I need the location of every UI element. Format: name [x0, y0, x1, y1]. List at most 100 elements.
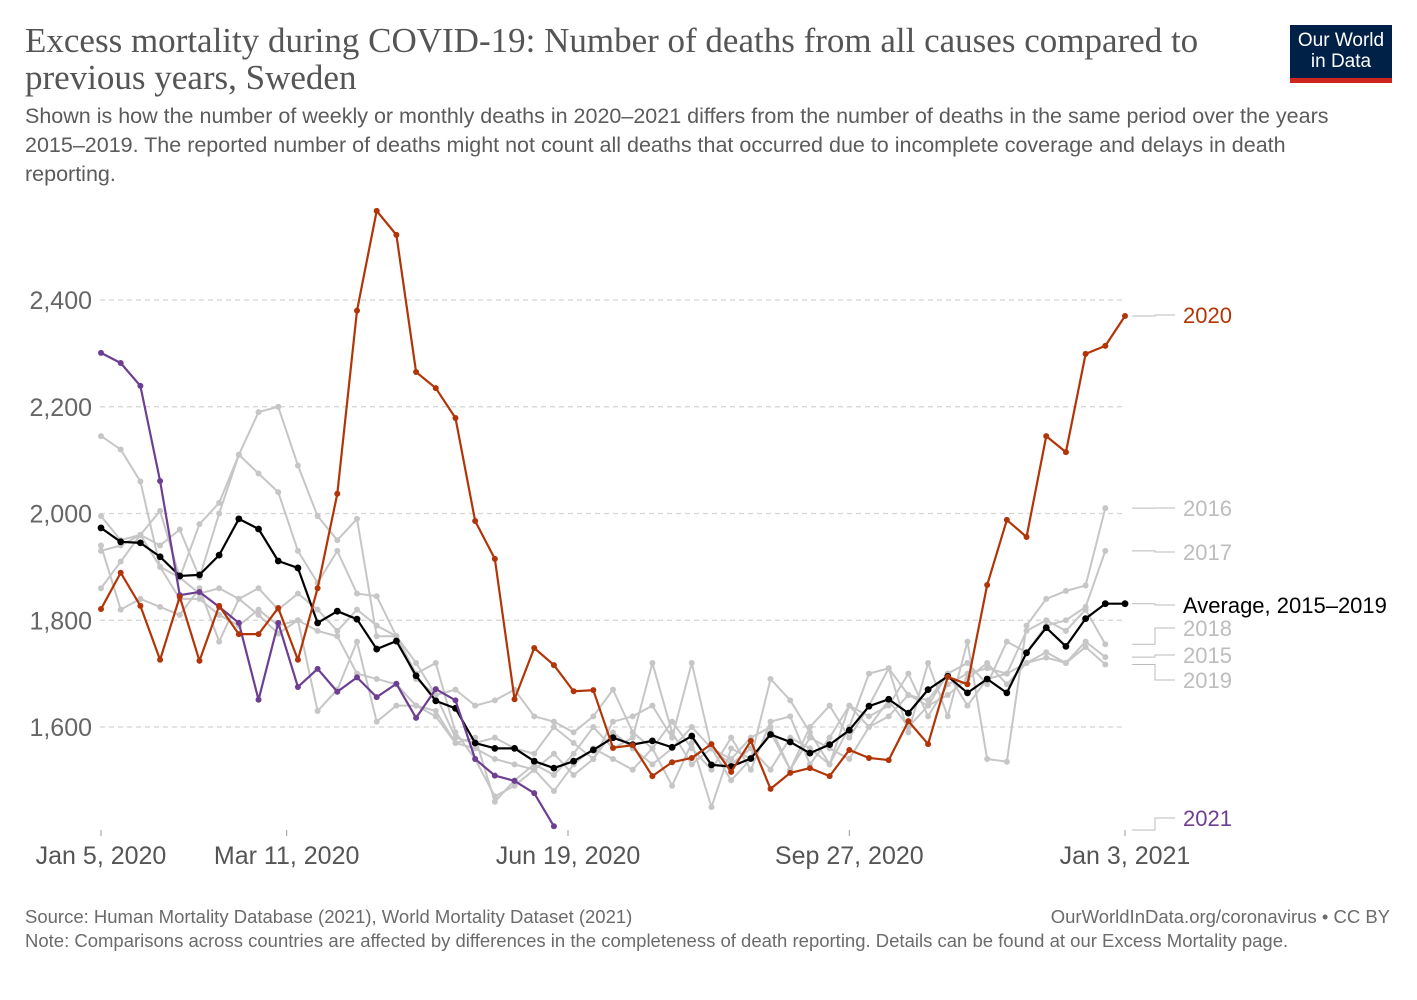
y-tick-label: 1,600	[29, 714, 92, 742]
data-point-2016	[984, 756, 991, 763]
data-point-average-2015-2019	[314, 619, 322, 627]
data-point-2018	[728, 734, 735, 741]
data-point-2019	[491, 734, 498, 741]
data-point-2015	[1102, 654, 1109, 661]
data-point-average-2015-2019	[767, 731, 774, 738]
data-point-2021	[98, 349, 104, 356]
data-point-2020	[905, 718, 912, 725]
series-line-2015	[100, 453, 1106, 809]
data-point-2015	[157, 542, 164, 549]
data-point-2016	[216, 638, 223, 645]
data-point-2018	[354, 515, 360, 522]
data-point-2019	[117, 558, 124, 565]
data-point-2021	[294, 683, 301, 690]
data-point-average-2015-2019	[570, 757, 578, 765]
data-point-2016	[117, 606, 124, 613]
data-point-average-2015-2019	[136, 539, 144, 547]
x-tick-label: Jan 3, 2021	[1060, 842, 1191, 870]
logo-line-1: Our World	[1297, 30, 1385, 51]
data-point-2019	[1023, 659, 1030, 666]
data-point-2018	[984, 665, 991, 672]
data-point-2016	[629, 734, 636, 741]
data-point-2019	[590, 756, 597, 763]
data-point-2021	[491, 772, 498, 779]
y-tick-label: 2,400	[29, 287, 92, 315]
data-point-2020	[334, 490, 341, 497]
data-point-2020	[747, 737, 754, 744]
data-point-2018	[905, 670, 912, 677]
data-point-2020	[806, 765, 813, 772]
data-point-2018	[531, 713, 538, 720]
data-point-2019	[531, 750, 538, 757]
data-point-2019	[255, 585, 262, 592]
data-point-2015	[275, 489, 282, 496]
y-tick-label: 2,200	[29, 394, 92, 422]
data-point-2015	[1082, 638, 1089, 645]
data-point-2015	[373, 593, 380, 600]
data-point-2018	[767, 718, 774, 725]
series-label: 2017	[1183, 540, 1232, 565]
data-point-2020	[964, 681, 971, 688]
data-point-average-2015-2019	[865, 702, 873, 710]
data-point-2019	[413, 659, 420, 666]
data-point-average-2015-2019	[668, 743, 676, 751]
data-point-2015	[629, 766, 636, 773]
data-point-average-2015-2019	[983, 675, 991, 683]
owid-logo[interactable]: Our World in Data	[1290, 25, 1392, 83]
data-point-average-2015-2019	[530, 757, 538, 765]
data-point-2017	[964, 659, 971, 666]
data-point-2017	[688, 659, 695, 666]
data-point-2017	[984, 681, 991, 688]
data-point-2019	[826, 761, 833, 768]
data-point-2017	[373, 675, 380, 682]
data-point-average-2015-2019	[1121, 600, 1129, 608]
data-point-average-2015-2019	[1003, 689, 1011, 697]
series-line-2019	[100, 509, 1106, 771]
data-point-2017	[491, 756, 498, 763]
data-point-2019	[393, 633, 400, 640]
data-point-2020	[531, 645, 538, 652]
data-point-2020	[629, 742, 636, 749]
data-point-2020	[826, 773, 833, 780]
data-point-2020	[235, 631, 242, 638]
credit-link[interactable]: OurWorldInData.org/coronavirus • CC BY	[1050, 906, 1390, 927]
data-point-2020	[610, 744, 616, 751]
data-point-2016	[432, 707, 439, 714]
series-label: 2019	[1183, 668, 1232, 693]
data-point-2019	[570, 740, 577, 747]
label-connector	[1132, 314, 1175, 317]
data-point-2017	[669, 734, 676, 741]
data-point-2020	[846, 746, 853, 753]
series-label: 2015	[1183, 643, 1232, 668]
data-point-2015	[511, 782, 518, 789]
data-point-2020	[432, 385, 439, 392]
data-point-2018	[1003, 670, 1010, 677]
x-tick-label: Jan 5, 2020	[36, 842, 167, 870]
data-point-2020	[294, 656, 301, 663]
data-point-2019	[866, 724, 872, 730]
data-point-average-2015-2019	[353, 615, 361, 623]
data-point-average-2015-2019	[589, 746, 597, 754]
data-point-2018	[216, 499, 223, 506]
data-point-2019	[944, 691, 951, 698]
data-point-2018	[610, 686, 616, 693]
data-point-2020	[176, 593, 183, 600]
data-point-2020	[787, 769, 794, 776]
x-tick-label: Sep 27, 2020	[775, 842, 924, 870]
data-point-average-2015-2019	[1062, 643, 1070, 650]
data-point-2020	[98, 606, 104, 613]
data-point-2019	[1082, 643, 1089, 650]
data-point-2021	[334, 688, 341, 695]
data-point-2018	[826, 734, 833, 741]
chart-subtitle: Shown is how the number of weekly or mon…	[25, 104, 1329, 186]
data-point-2017	[885, 665, 892, 672]
data-point-2019	[373, 622, 380, 629]
series-line-2020	[100, 209, 1126, 791]
data-point-2021	[511, 777, 518, 784]
data-point-2017	[294, 617, 301, 624]
data-point-2018	[373, 633, 380, 640]
data-point-2018	[255, 409, 262, 416]
data-point-2018	[235, 451, 242, 458]
data-point-2021	[137, 382, 144, 389]
